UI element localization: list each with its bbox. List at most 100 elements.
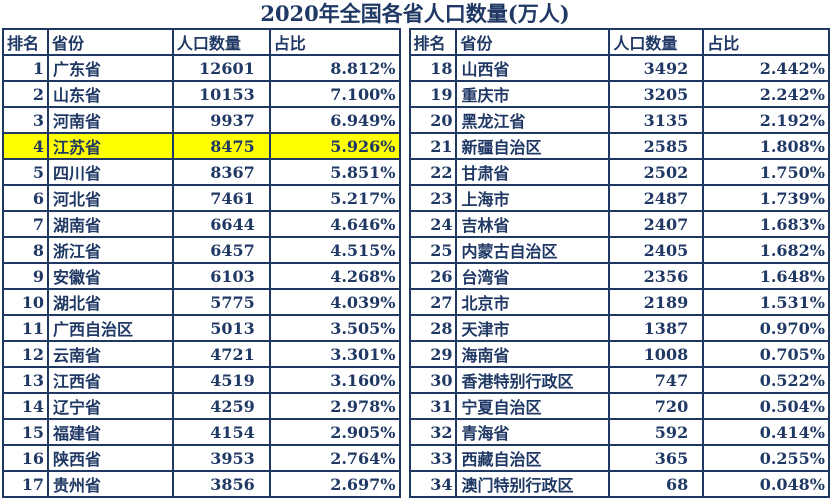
cell-share[interactable]: 3.505% [268,314,401,342]
cell-population[interactable]: 2407 [608,210,705,238]
cell-population[interactable]: 720 [608,392,705,420]
cell-share[interactable]: 2.192% [702,106,830,134]
cell-province[interactable]: 上海市 [455,184,611,212]
cell-province[interactable]: 四川省 [46,158,174,186]
cell-share[interactable]: 0.504% [702,392,830,420]
cell-share[interactable]: 2.905% [268,418,401,446]
cell-rank[interactable]: 20 [408,106,458,134]
column-header-population[interactable]: 人口数量 [608,28,705,56]
cell-share[interactable]: 2.442% [702,54,830,82]
cell-province[interactable]: 吉林省 [455,210,611,238]
cell-rank[interactable]: 15 [2,418,49,446]
cell-rank[interactable]: 33 [408,444,458,472]
cell-rank[interactable]: 24 [408,210,458,238]
cell-share[interactable]: 1.750% [702,158,830,186]
cell-population[interactable]: 3205 [608,80,705,108]
cell-share[interactable]: 0.705% [702,340,830,368]
column-header-population[interactable]: 人口数量 [171,28,271,56]
cell-province[interactable]: 台湾省 [455,262,611,290]
cell-share[interactable]: 1.648% [702,262,830,290]
cell-province[interactable]: 安徽省 [46,262,174,290]
cell-province[interactable]: 江西省 [46,366,174,394]
cell-share[interactable]: 0.970% [702,314,830,342]
cell-share[interactable]: 1.531% [702,288,830,316]
cell-population[interactable]: 4154 [171,418,271,446]
cell-share[interactable]: 3.160% [268,366,401,394]
cell-share[interactable]: 4.268% [268,262,401,290]
cell-rank[interactable]: 31 [408,392,458,420]
cell-population[interactable]: 2502 [608,158,705,186]
cell-population[interactable]: 3135 [608,106,705,134]
cell-province[interactable]: 江苏省 [46,132,174,160]
cell-population[interactable]: 2189 [608,288,705,316]
cell-province[interactable]: 澳门特别行政区 [455,470,611,498]
cell-population[interactable]: 2487 [608,184,705,212]
cell-share[interactable]: 1.682% [702,236,830,264]
cell-rank[interactable]: 28 [408,314,458,342]
cell-province[interactable]: 河北省 [46,184,174,212]
cell-province[interactable]: 新疆自治区 [455,132,611,160]
cell-province[interactable]: 黑龙江省 [455,106,611,134]
cell-province[interactable]: 天津市 [455,314,611,342]
cell-population[interactable]: 1008 [608,340,705,368]
cell-population[interactable]: 7461 [171,184,271,212]
cell-province[interactable]: 山东省 [46,80,174,108]
cell-share[interactable]: 1.683% [702,210,830,238]
cell-share[interactable]: 2.697% [268,470,401,498]
cell-province[interactable]: 浙江省 [46,236,174,264]
cell-population[interactable]: 3856 [171,470,271,498]
cell-rank[interactable]: 32 [408,418,458,446]
cell-share[interactable]: 6.949% [268,106,401,134]
cell-population[interactable]: 8367 [171,158,271,186]
cell-rank[interactable]: 26 [408,262,458,290]
column-header-province[interactable]: 省份 [46,28,174,56]
cell-share[interactable]: 8.812% [268,54,401,82]
cell-population[interactable]: 6457 [171,236,271,264]
cell-population[interactable]: 4519 [171,366,271,394]
cell-rank[interactable]: 8 [2,236,49,264]
cell-population[interactable]: 10153 [171,80,271,108]
cell-province[interactable]: 西藏自治区 [455,444,611,472]
cell-province[interactable]: 宁夏自治区 [455,392,611,420]
cell-rank[interactable]: 22 [408,158,458,186]
column-header-share[interactable]: 占比 [702,28,830,56]
cell-rank[interactable]: 5 [2,158,49,186]
cell-share[interactable]: 2.242% [702,80,830,108]
cell-rank[interactable]: 11 [2,314,49,342]
cell-province[interactable]: 广东省 [46,54,174,82]
cell-rank[interactable]: 19 [408,80,458,108]
cell-province[interactable]: 贵州省 [46,470,174,498]
cell-rank[interactable]: 25 [408,236,458,264]
cell-rank[interactable]: 34 [408,470,458,498]
column-header-province[interactable]: 省份 [455,28,611,56]
cell-province[interactable]: 甘肃省 [455,158,611,186]
cell-province[interactable]: 北京市 [455,288,611,316]
cell-rank[interactable]: 27 [408,288,458,316]
cell-rank[interactable]: 2 [2,80,49,108]
cell-population[interactable]: 3492 [608,54,705,82]
cell-province[interactable]: 海南省 [455,340,611,368]
cell-province[interactable]: 湖北省 [46,288,174,316]
cell-rank[interactable]: 21 [408,132,458,160]
column-header-share[interactable]: 占比 [268,28,401,56]
cell-population[interactable]: 592 [608,418,705,446]
cell-province[interactable]: 湖南省 [46,210,174,238]
cell-rank[interactable]: 23 [408,184,458,212]
cell-population[interactable]: 4721 [171,340,271,368]
cell-population[interactable]: 12601 [171,54,271,82]
cell-province[interactable]: 福建省 [46,418,174,446]
cell-province[interactable]: 青海省 [455,418,611,446]
cell-population[interactable]: 5013 [171,314,271,342]
cell-share[interactable]: 0.255% [702,444,830,472]
cell-share[interactable]: 7.100% [268,80,401,108]
cell-share[interactable]: 0.522% [702,366,830,394]
cell-population[interactable]: 6103 [171,262,271,290]
cell-share[interactable]: 3.301% [268,340,401,368]
cell-province[interactable]: 陕西省 [46,444,174,472]
cell-share[interactable]: 4.515% [268,236,401,264]
column-header-rank[interactable]: 排名 [2,28,49,56]
cell-share[interactable]: 1.739% [702,184,830,212]
cell-rank[interactable]: 3 [2,106,49,134]
cell-province[interactable]: 内蒙古自治区 [455,236,611,264]
column-header-rank[interactable]: 排名 [408,28,458,56]
